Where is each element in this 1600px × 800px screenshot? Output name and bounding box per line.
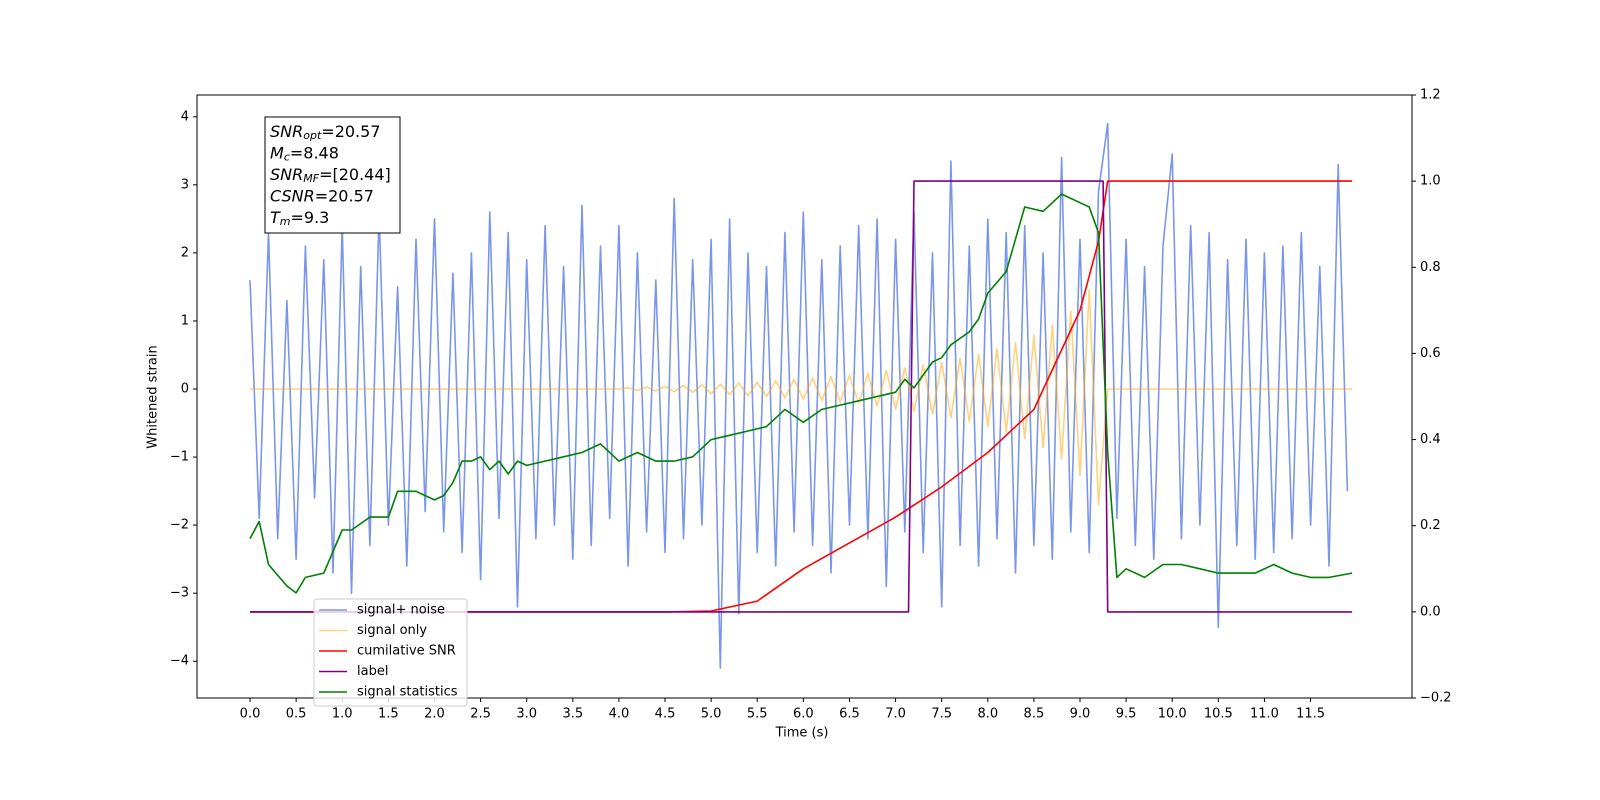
annotation-text: Mc=8.48 — [270, 143, 339, 164]
y-tick-label: 0 — [181, 382, 189, 397]
annotation-base: M — [270, 143, 284, 162]
annotation-value: =[20.44] — [319, 165, 391, 184]
series-line — [250, 180, 1353, 613]
y2-tick-label: 0.6 — [1420, 346, 1441, 361]
x-tick-label: 9.0 — [1070, 707, 1091, 722]
x-tick-label: 3.0 — [516, 707, 537, 722]
x-tick-label: 0.0 — [240, 707, 261, 722]
x-tick-label: 2.0 — [424, 707, 445, 722]
annotation-base: CSNR — [270, 186, 315, 205]
series-line — [249, 122, 1349, 669]
x-tick-label: 10.0 — [1158, 707, 1187, 722]
x-tick-label: 6.5 — [839, 707, 860, 722]
x-tick-label: 4.0 — [609, 707, 630, 722]
annotation-sub: m — [280, 215, 291, 228]
x-tick-label: 1.0 — [332, 707, 353, 722]
series-line — [250, 180, 1353, 613]
y-tick-label: −3 — [170, 586, 189, 601]
y-tick-label: −2 — [170, 518, 189, 533]
legend-label: cumilative SNR — [357, 644, 456, 659]
annotation-value: =20.57 — [321, 122, 380, 141]
x-tick-label: 4.5 — [655, 707, 676, 722]
x-tick-label: 7.0 — [885, 707, 906, 722]
y2-tick-label: 0.2 — [1420, 518, 1441, 533]
annotation-sub: c — [284, 151, 290, 164]
legend-label: signal+ noise — [357, 603, 445, 618]
x-tick-label: 11.5 — [1296, 707, 1325, 722]
annotation-sub: opt — [303, 129, 322, 142]
annotation-base: T — [270, 208, 281, 227]
annotation-text: SNRMF=[20.44] — [270, 165, 391, 186]
plot-area — [249, 122, 1353, 669]
y2-tick-label: 1.0 — [1420, 174, 1441, 189]
x-tick-label: 5.0 — [701, 707, 722, 722]
annotation-text: Tm=9.3 — [270, 208, 329, 229]
x-tick-label: 11.0 — [1250, 707, 1279, 722]
legend-label: label — [357, 664, 388, 679]
y-tick-label: 1 — [181, 313, 189, 328]
x-tick-label: 3.5 — [562, 707, 583, 722]
y2-tick-label: 0.4 — [1420, 432, 1441, 447]
annotation-box — [264, 116, 401, 234]
y-tick-label: 4 — [181, 109, 189, 124]
annotation-text: SNRopt=20.57 — [270, 122, 381, 143]
annotation-value: =8.48 — [290, 143, 339, 162]
series-line — [250, 289, 1353, 506]
x-tick-label: 8.0 — [977, 707, 998, 722]
annotation-value: =20.57 — [315, 186, 374, 205]
annotation-sub: MF — [303, 172, 319, 185]
y-tick-label: −4 — [170, 654, 189, 669]
y2-tick-label: −0.2 — [1420, 691, 1452, 706]
axes-frame — [196, 94, 1413, 699]
x-tick-label: 1.5 — [378, 707, 399, 722]
x-tick-label: 0.5 — [286, 707, 307, 722]
legend-label: signal only — [357, 623, 427, 638]
y2-tick-label: 0.0 — [1420, 604, 1441, 619]
x-tick-label: 6.0 — [793, 707, 814, 722]
x-axis-label: Time (s) — [775, 726, 829, 741]
legend-box — [313, 598, 468, 707]
y-tick-label: 3 — [181, 177, 189, 192]
y2-tick-label: 0.8 — [1420, 260, 1441, 275]
x-tick-label: 5.5 — [747, 707, 768, 722]
annotation-text: CSNR=20.57 — [270, 186, 374, 205]
y-tick-label: −1 — [170, 450, 189, 465]
x-tick-label: 8.5 — [1024, 707, 1045, 722]
y-tick-label: 2 — [181, 245, 189, 260]
y-axis-label: Whitened strain — [146, 345, 161, 448]
x-tick-label: 10.5 — [1204, 707, 1233, 722]
legend-label: signal statistics — [357, 685, 458, 700]
annotation-base: SNR — [270, 165, 303, 184]
annotation-base: SNR — [270, 122, 303, 141]
x-tick-label: 9.5 — [1116, 707, 1137, 722]
x-tick-label: 7.5 — [931, 707, 952, 722]
series-line — [249, 193, 1353, 594]
annotation-value: =9.3 — [291, 208, 330, 227]
x-tick-label: 2.5 — [470, 707, 491, 722]
y2-tick-label: 1.2 — [1420, 88, 1441, 103]
